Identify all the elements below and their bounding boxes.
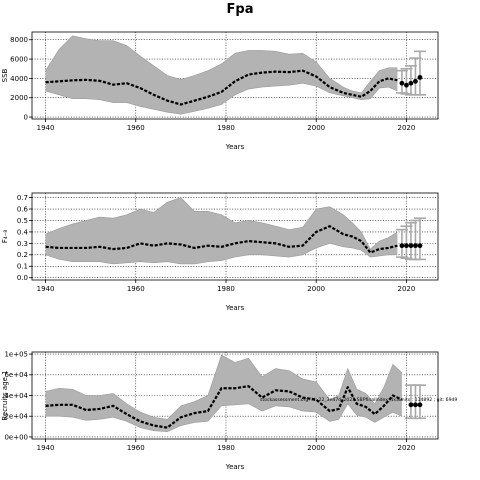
y-tick-label: 0.5 [17,217,28,225]
projection-point [404,82,409,88]
confidence-band [45,355,402,432]
projection-point [417,75,423,80]
chart-panel-1: 1940 1960 1980 2000 2020 0 2000 4000 6000 8000 Yea… [1,31,439,151]
x-tick-label: 2000 [307,444,325,452]
y-tick-label: 4000 [10,75,28,83]
y-tick-label: 8000 [10,36,28,44]
projection-point [404,243,409,249]
y-tick-label: 6e+04 [4,371,28,379]
x-tick-label: 2020 [398,124,416,132]
y-tick-label: 2000 [10,94,28,102]
projection-point [413,78,418,84]
x-tick-label: 2000 [307,285,325,293]
x-tick-label: 2000 [307,124,325,132]
projection-point [399,243,405,249]
band-upper-edge [45,197,398,250]
projection-point [413,402,418,408]
y-tick-label: 0.3 [17,240,28,248]
projection-point [417,243,423,249]
x-tick-label: 1940 [37,444,55,452]
projection-point [408,243,414,249]
x-tick-label: 2020 [398,285,416,293]
band-lower-edge [45,243,398,265]
y-tick-label: 0 [24,113,28,121]
y-tick-label: 0e+00 [4,433,28,441]
x-tick-label: 1940 [37,124,55,132]
y-axis-label: F₄₋₈ [1,230,9,244]
x-tick-label: 1980 [217,285,235,293]
band-upper-edge [45,354,403,420]
x-tick-label: 1980 [217,124,235,132]
projection-point [399,80,405,86]
x-axis-label: Years [225,143,245,151]
axes-frame [31,31,439,120]
projection-point [413,243,418,249]
source-annotation: stockassessment.org: id: 22_3e47d_2023 S… [260,397,457,403]
y-tick-label: 0.4 [17,228,29,236]
figure-title: Fpa [227,2,254,17]
axes-frame [31,192,439,281]
y-axis-label: SSB [1,68,9,82]
x-tick-label: 1980 [217,444,235,452]
y-tick-label: 0.7 [17,194,28,202]
y-tick-label: 6000 [10,55,28,63]
x-tick-label: 2020 [398,444,416,452]
band-lower-edge [45,82,398,115]
y-tick-label: 0.6 [17,205,29,213]
chart-panel-2: 1940 1960 1980 2000 2020 0.0 0.1 0.2 0.3 0.4 0.5 0.… [1,192,439,312]
projection-point [408,80,414,86]
y-tick-label: 0.1 [17,263,28,271]
y-tick-label: 0.2 [17,251,28,259]
x-tick-label: 1960 [127,285,145,293]
chart-panel-3: 1940 1960 1980 2000 2020 0e+00 2e+04 4e+04 6e+04… [1,350,457,471]
y-axis-label: Recruits age 1 [1,370,9,420]
estimate-line [45,69,398,106]
confidence-band [45,197,398,264]
y-tick-label: 0.0 [17,274,28,282]
y-tick-label: 1e+05 [4,350,28,358]
projection-point [417,402,423,408]
confidence-band [45,35,398,115]
x-tick-label: 1960 [127,124,145,132]
x-axis-label: Years [225,463,245,471]
x-tick-label: 1940 [37,285,55,293]
projection-point [408,402,414,408]
estimate-line [45,225,398,254]
band-upper-edge [45,35,398,94]
band-lower-edge [45,403,403,433]
y-tick-label: 2e+04 [4,413,28,421]
x-tick-label: 1960 [127,444,145,452]
y-tick-label: 4e+04 [4,392,28,400]
x-axis-label: Years [225,304,245,312]
